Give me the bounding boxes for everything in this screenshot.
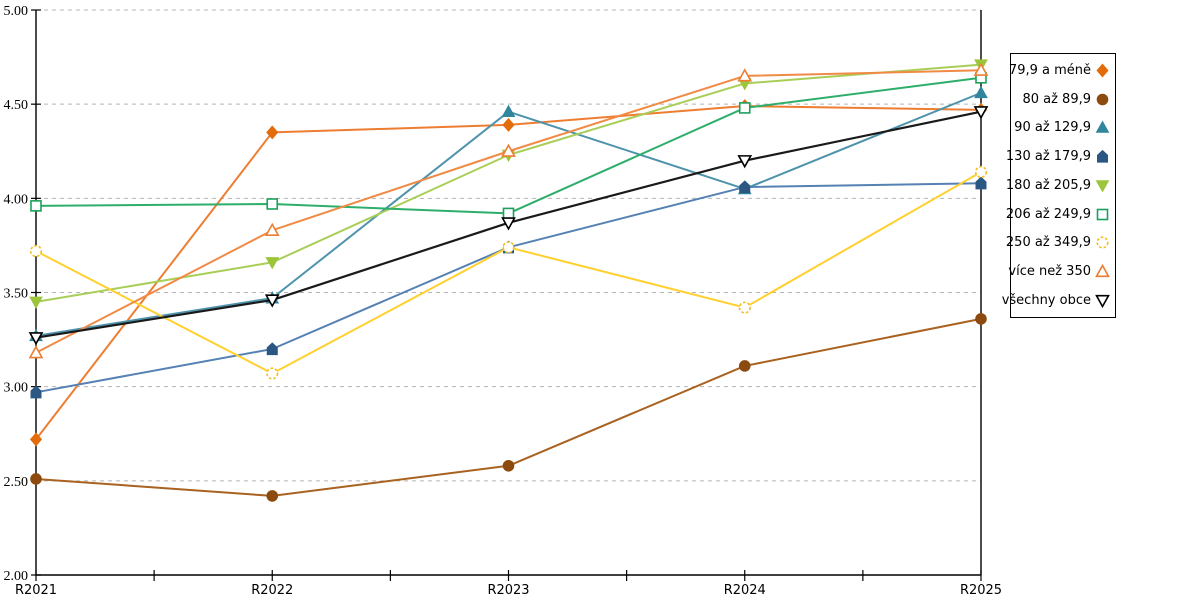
y-axis-label: 3.00: [4, 381, 29, 396]
legend-item-4: 130 až 179,9: [1006, 143, 1115, 171]
series-marker-triangle-down-icon: [28, 332, 44, 346]
series-marker-pentagon-icon: [30, 385, 42, 399]
legend-item-7: 250 až 349,9: [1006, 229, 1115, 257]
series-marker-triangle-down-icon: [29, 296, 43, 309]
legend-label: všechny obce: [1001, 293, 1091, 308]
series-8: [28, 62, 989, 359]
series-marker-circle-icon: [502, 241, 515, 254]
series-marker-circle-icon: [738, 360, 751, 372]
legend-marker: [1096, 93, 1109, 105]
legend-item-8: více než 350: [1008, 258, 1115, 286]
y-axis-label: 3.50: [4, 287, 29, 302]
series-marker-circle-icon: [266, 367, 279, 380]
series-marker-triangle-down-icon: [973, 106, 989, 120]
legend-marker: [1095, 264, 1110, 278]
legend-item-3: 90 až 129,9: [1011, 114, 1115, 142]
legend-label: 90 až 129,9: [1014, 120, 1091, 136]
series-marker-diamond-icon: [266, 125, 279, 140]
legend-item-2: 80 až 89,9: [1011, 85, 1115, 113]
legend-label: 130 až 179,9: [1005, 149, 1091, 165]
legend-marker: [1096, 236, 1109, 250]
series-5: [29, 59, 988, 309]
x-axis-label: R2022: [251, 583, 293, 598]
y-axis-label: 4.50: [4, 98, 29, 113]
series-marker-square-icon: [30, 200, 42, 212]
series-marker-square-icon: [1096, 208, 1109, 221]
series-marker-triangle-up-icon: [1095, 120, 1110, 134]
series-marker-triangle-up-icon: [973, 62, 989, 76]
series-marker-square-icon: [266, 198, 279, 210]
legend-marker: [1095, 294, 1110, 308]
series-marker-circle-icon: [1096, 236, 1109, 250]
series-7: [29, 165, 988, 380]
series-marker-triangle-up-icon: [501, 104, 516, 117]
series-marker-triangle-down-icon: [264, 294, 280, 308]
series-marker-circle-icon: [502, 459, 515, 472]
series-marker-square-icon: [738, 102, 751, 114]
series-line: [35, 63, 982, 303]
series-marker-triangle-up-icon: [974, 85, 988, 99]
legend-marker: [1097, 149, 1108, 163]
series-marker-diamond-icon: [29, 432, 43, 447]
series-marker-triangle-down-icon: [737, 155, 753, 169]
series-marker-pentagon-icon: [975, 176, 987, 190]
legend-item-1: 79,9 a méně: [1008, 56, 1115, 84]
series-marker-circle-icon: [974, 165, 988, 179]
series-marker-pentagon-icon: [739, 180, 751, 194]
legend-item-6: 206 až 249,9: [1006, 200, 1115, 228]
series-marker-triangle-up-icon: [28, 345, 44, 359]
legend-label: 80 až 89,9: [1022, 91, 1091, 107]
legend-label: 250 až 349,9: [1005, 235, 1091, 251]
legend: 79,9 a méně 80 až 89,9 90 až 129,9 130 až 1…: [1002, 53, 1116, 318]
y-axis-label: 4.00: [4, 192, 29, 207]
series-marker-diamond-icon: [502, 117, 515, 132]
series-marker-triangle-up-icon: [264, 222, 280, 236]
x-axis-label: R2023: [487, 583, 529, 598]
legend-label: 206 až 249,9: [1005, 206, 1091, 222]
legend-marker: [1095, 120, 1110, 134]
x-axis-label: R2021: [15, 583, 57, 598]
series-marker-circle-icon: [1096, 93, 1109, 105]
series-marker-triangle-down-icon: [501, 217, 516, 231]
series-marker-circle-icon: [29, 244, 43, 258]
legend-label: 79,9 a méně: [1008, 62, 1091, 78]
series-marker-pentagon-icon: [1097, 149, 1108, 163]
x-axis-label: R2024: [724, 583, 766, 598]
series-marker-triangle-down-icon: [1095, 180, 1110, 193]
series-marker-pentagon-icon: [266, 342, 278, 356]
series-marker-circle-icon: [738, 301, 751, 314]
series-marker-triangle-up-icon: [1095, 264, 1110, 278]
series-9: [28, 106, 989, 346]
y-axis-label: 5.00: [4, 4, 29, 19]
y-axis-label: 2.50: [4, 475, 29, 490]
legend-item-5: 180 až 205,9: [1006, 171, 1115, 199]
series-marker-triangle-up-icon: [501, 143, 516, 157]
series-6: [30, 72, 987, 220]
series-marker-circle-icon: [975, 313, 987, 325]
x-axis-label: R2025: [960, 583, 1002, 598]
legend-item-9: všechny obce: [1002, 287, 1115, 315]
series-line: [35, 171, 982, 375]
legend-marker: [1095, 180, 1110, 193]
legend-marker: [1096, 63, 1109, 78]
legend-marker: [1096, 208, 1109, 221]
legend-label: více než 350: [1008, 264, 1091, 280]
series-marker-triangle-down-icon: [265, 257, 280, 270]
series-marker-diamond-icon: [1096, 63, 1109, 78]
series-marker-triangle-up-icon: [737, 68, 753, 82]
series-marker-circle-icon: [30, 473, 42, 485]
series-2: [30, 313, 987, 502]
y-axis-label: 2.00: [4, 569, 29, 584]
series-marker-circle-icon: [266, 490, 279, 502]
series-marker-triangle-down-icon: [1095, 294, 1110, 308]
series-marker-square-icon: [502, 207, 515, 220]
legend-label: 180 až 205,9: [1005, 177, 1091, 193]
